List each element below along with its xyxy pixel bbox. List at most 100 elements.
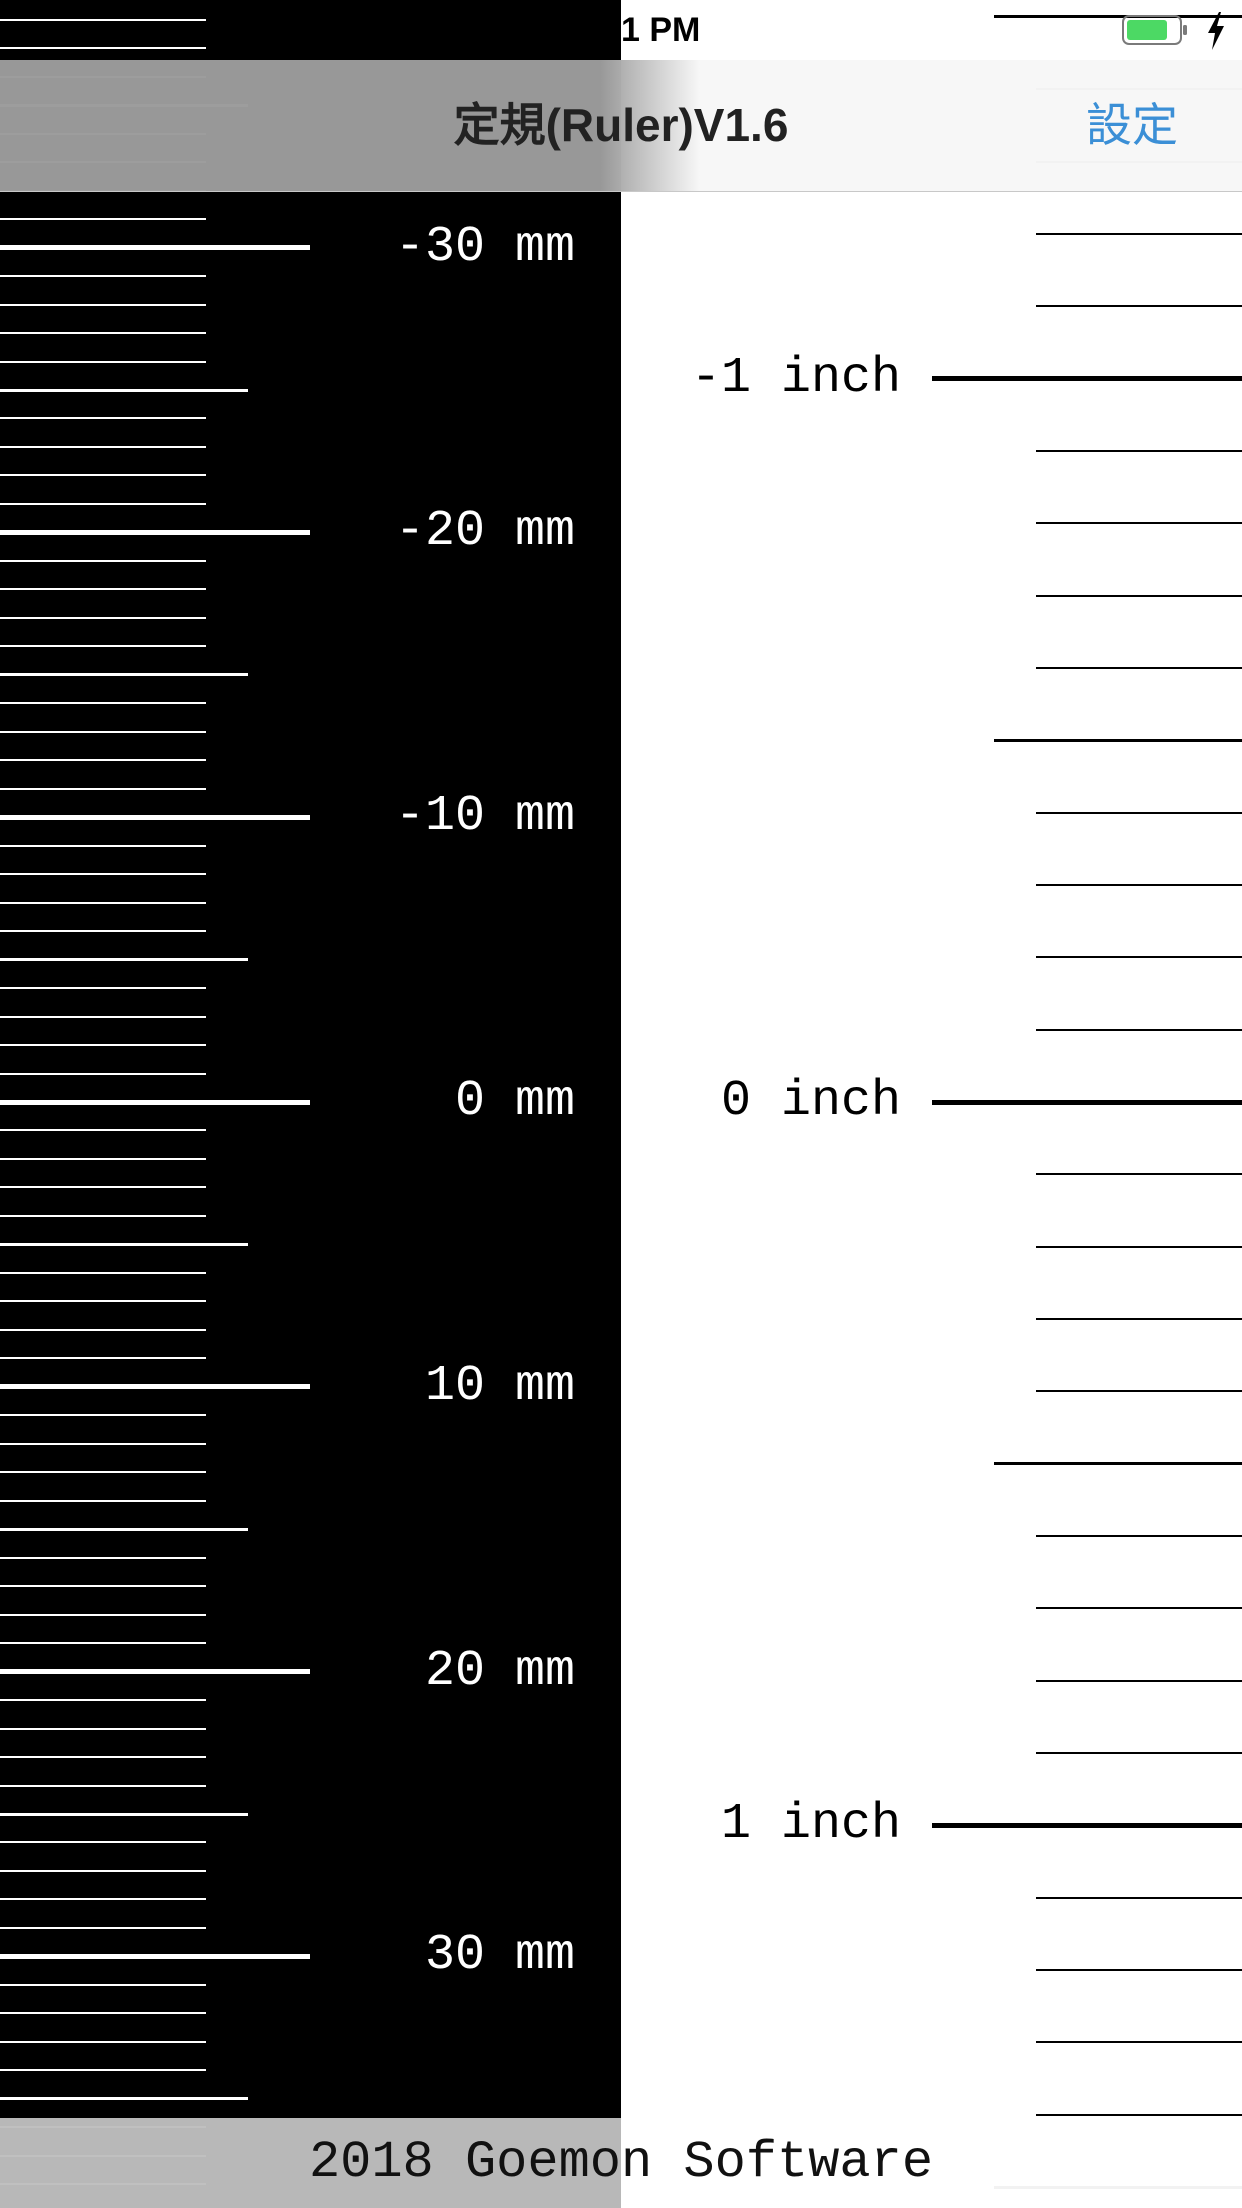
inch-minor-tick xyxy=(1036,1028,1242,1031)
inch-half-tick xyxy=(994,738,1242,742)
mm-label: -20 mm xyxy=(394,503,575,561)
mm-minor-tick xyxy=(0,1699,206,1702)
inch-minor-tick xyxy=(1036,1535,1242,1538)
mm-minor-tick xyxy=(0,218,206,221)
mm-major-tick xyxy=(0,1099,310,1105)
mm-minor-tick xyxy=(0,1983,206,1986)
mm-minor-tick xyxy=(0,702,206,705)
mm-minor-tick xyxy=(0,445,206,448)
status-time: 1 PM xyxy=(621,11,701,49)
charging-bolt-icon xyxy=(1208,12,1224,50)
inch-minor-tick xyxy=(1036,1173,1242,1176)
inch-minor-tick xyxy=(1036,1390,1242,1393)
inch-major-tick xyxy=(932,1099,1242,1105)
copyright-text: 2018 Goemon Software xyxy=(308,2133,934,2192)
inch-minor-tick xyxy=(1036,522,1242,525)
inch-major-tick xyxy=(932,1822,1242,1828)
mm-minor-tick xyxy=(0,1499,206,1502)
inch-minor-tick xyxy=(1036,2041,1242,2044)
inch-minor-tick xyxy=(1036,1245,1242,1248)
mm-half-tick xyxy=(0,1242,248,1246)
mm-minor-tick xyxy=(0,1471,206,1474)
inch-minor-tick xyxy=(1036,1318,1242,1321)
mm-minor-tick xyxy=(0,559,206,562)
mm-minor-tick xyxy=(0,303,206,306)
inch-half-tick xyxy=(994,1462,1242,1466)
mm-minor-tick xyxy=(0,1414,206,1417)
inch-label: -1 inch xyxy=(690,349,901,407)
mm-minor-tick xyxy=(0,1072,206,1075)
mm-half-tick xyxy=(0,958,248,962)
mm-minor-tick xyxy=(0,844,206,847)
mm-minor-tick xyxy=(0,1442,206,1445)
mm-minor-tick xyxy=(0,1613,206,1616)
mm-minor-tick xyxy=(0,1784,206,1787)
mm-major-tick xyxy=(0,1669,310,1675)
mm-minor-tick xyxy=(0,2012,206,2015)
mm-label: 0 mm xyxy=(454,1073,575,1130)
mm-major-tick xyxy=(0,529,310,535)
mm-minor-tick xyxy=(0,930,206,933)
navigation-bar: 定規(Ruler)V1.6 設定 xyxy=(0,60,1242,192)
mm-minor-tick xyxy=(0,1357,206,1360)
mm-minor-tick xyxy=(0,275,206,278)
mm-minor-tick xyxy=(0,332,206,335)
inch-minor-tick xyxy=(1036,1752,1242,1755)
inch-half-tick xyxy=(994,15,1242,19)
mm-major-tick xyxy=(0,1953,310,1959)
inch-minor-tick xyxy=(1036,666,1242,669)
battery-icon xyxy=(1122,15,1187,45)
mm-half-tick xyxy=(0,673,248,677)
settings-button[interactable]: 設定 xyxy=(1086,99,1178,151)
mm-minor-tick xyxy=(0,645,206,648)
mm-minor-tick xyxy=(0,417,206,420)
footer-bar: 2018 Goemon Software xyxy=(0,2118,1242,2208)
mm-minor-tick xyxy=(0,588,206,591)
mm-minor-tick xyxy=(0,1727,206,1730)
mm-label: 30 mm xyxy=(424,1927,575,1985)
mm-label: -10 mm xyxy=(394,788,575,846)
mm-minor-tick xyxy=(0,787,206,790)
mm-major-tick xyxy=(0,814,310,820)
mm-minor-tick xyxy=(0,2040,206,2043)
inch-minor-tick xyxy=(1036,1607,1242,1610)
mm-half-tick xyxy=(0,1527,248,1531)
mm-half-tick xyxy=(0,1812,248,1816)
mm-label: -30 mm xyxy=(394,218,575,276)
mm-minor-tick xyxy=(0,474,206,477)
inch-ruler: -1 inch 0 inch 1 inch xyxy=(621,0,1242,2208)
inch-minor-tick xyxy=(1036,2113,1242,2116)
mm-minor-tick xyxy=(0,1129,206,1132)
mm-minor-tick xyxy=(0,616,206,619)
mm-minor-tick xyxy=(0,2069,206,2072)
inch-minor-tick xyxy=(1036,305,1242,308)
inch-minor-tick xyxy=(1036,811,1242,814)
mm-ruler: -30 mm -20 mm -10 mm 0 mm 10 mm 20 mm 30 mm xyxy=(0,0,621,2208)
inch-minor-tick xyxy=(1036,1679,1242,1682)
status-bar: 1 PM xyxy=(0,0,1242,60)
inch-label: 1 inch xyxy=(720,1796,901,1854)
mm-minor-tick xyxy=(0,1271,206,1274)
mm-minor-tick xyxy=(0,1186,206,1189)
mm-minor-tick xyxy=(0,1869,206,1872)
inch-label: 0 inch xyxy=(720,1073,901,1130)
inch-major-tick xyxy=(932,376,1242,382)
inch-minor-tick xyxy=(1036,232,1242,235)
mm-minor-tick xyxy=(0,759,206,762)
mm-minor-tick xyxy=(0,1841,206,1844)
page-title: 定規(Ruler)V1.6 xyxy=(453,99,789,151)
mm-minor-tick xyxy=(0,1328,206,1331)
mm-half-tick xyxy=(0,388,248,392)
mm-minor-tick xyxy=(0,1926,206,1929)
inch-minor-tick xyxy=(1036,883,1242,886)
mm-minor-tick xyxy=(0,1585,206,1588)
mm-minor-tick xyxy=(0,1214,206,1217)
mm-major-tick xyxy=(0,245,310,251)
mm-minor-tick xyxy=(0,901,206,904)
inch-minor-tick xyxy=(1036,956,1242,959)
inch-minor-tick xyxy=(1036,449,1242,452)
mm-minor-tick xyxy=(0,987,206,990)
mm-minor-tick xyxy=(0,1642,206,1645)
inch-minor-tick xyxy=(1036,594,1242,597)
mm-label: 10 mm xyxy=(424,1357,575,1415)
